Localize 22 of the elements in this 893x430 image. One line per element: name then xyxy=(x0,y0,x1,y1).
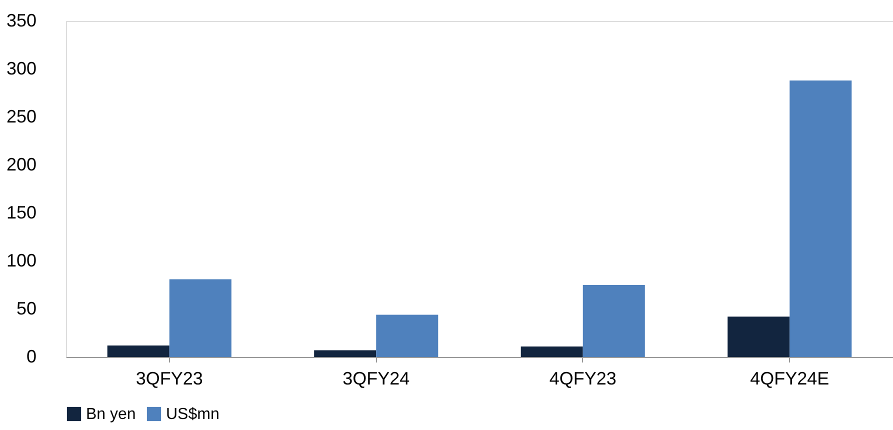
bar xyxy=(728,316,790,357)
bar xyxy=(314,350,376,357)
y-tick-label: 300 xyxy=(6,58,36,78)
legend-label: US$mn xyxy=(166,406,220,423)
x-tick-label: 3QFY24 xyxy=(342,368,410,388)
y-tick-label: 350 xyxy=(6,10,36,30)
bar xyxy=(376,314,438,357)
bar xyxy=(107,345,170,357)
x-tick-label: 4QFY23 xyxy=(549,368,616,388)
bar xyxy=(520,346,583,357)
y-tick-label: 100 xyxy=(6,250,36,270)
x-tick-label: 3QFY23 xyxy=(136,368,203,388)
bar xyxy=(582,285,645,357)
y-tick-label: 250 xyxy=(6,106,36,126)
x-tick-label: 4QFY24E xyxy=(750,368,830,388)
legend-label: Bn yen xyxy=(86,406,136,423)
bar xyxy=(169,279,232,357)
y-tick-label: 50 xyxy=(16,298,36,318)
y-tick-label: 0 xyxy=(26,346,36,366)
y-tick-label: 200 xyxy=(6,154,36,174)
y-tick-label: 150 xyxy=(6,202,36,222)
bar xyxy=(790,80,852,357)
